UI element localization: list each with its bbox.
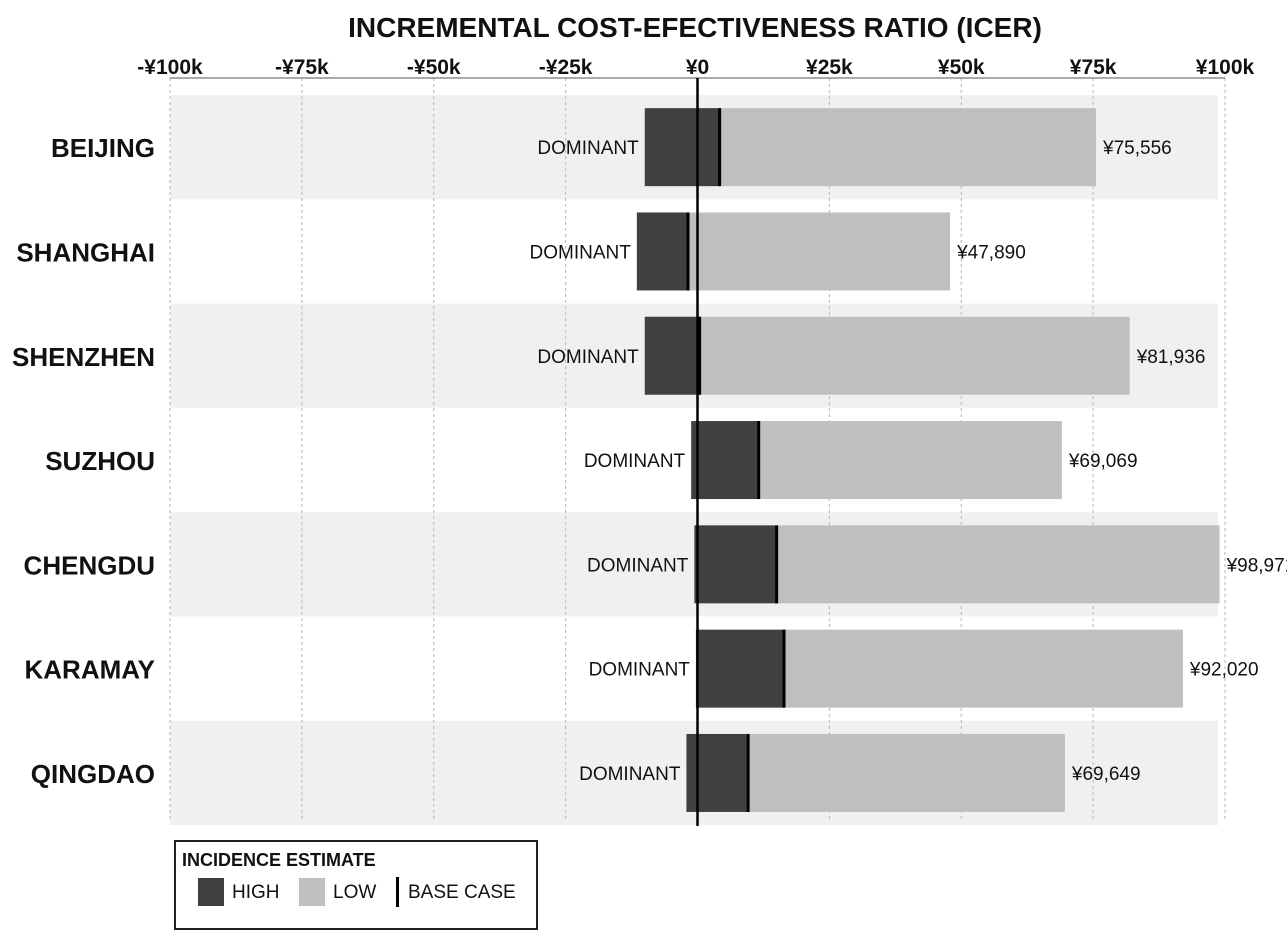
bar-low <box>758 421 1062 500</box>
x-tick-label: ¥50k <box>938 56 985 79</box>
bar-low <box>719 108 1097 187</box>
dominant-label: DOMINANT <box>587 555 689 576</box>
x-tick-label: ¥25k <box>806 56 853 79</box>
bar-low <box>776 525 1220 604</box>
category-label: CHENGDU <box>24 550 155 580</box>
bar-high <box>691 421 759 500</box>
legend-label-low: LOW <box>333 882 377 903</box>
icer-value-label: ¥81,936 <box>1136 347 1206 368</box>
category-label: QINGDAO <box>31 759 155 789</box>
x-tick-label: -¥50k <box>407 56 461 79</box>
dominant-label: DOMINANT <box>589 660 691 681</box>
x-tick-label: -¥100k <box>137 56 203 79</box>
x-tick-label: ¥100k <box>1196 56 1255 79</box>
legend-swatch-low <box>299 878 325 906</box>
dominant-label: DOMINANT <box>537 347 639 368</box>
legend-label-high: HIGH <box>232 882 280 903</box>
x-tick-label: ¥75k <box>1070 56 1117 79</box>
icer-value-label: ¥98,971 <box>1226 555 1287 576</box>
category-label: KARAMAY <box>25 655 156 685</box>
bar-high <box>644 316 700 395</box>
icer-value-label: ¥92,020 <box>1189 660 1259 681</box>
x-tick-label: ¥0 <box>686 56 709 79</box>
icer-value-label: ¥69,069 <box>1068 451 1138 472</box>
bar-high <box>636 212 689 291</box>
chart-title: INCREMENTAL COST-EFECTIVENESS RATIO (ICE… <box>348 12 1042 43</box>
bar-low <box>748 733 1065 812</box>
legend-label-base-case: BASE CASE <box>408 882 516 903</box>
legend-base-case-marker <box>396 877 399 907</box>
bar-low <box>699 316 1130 395</box>
dominant-label: DOMINANT <box>530 242 632 263</box>
legend-swatch-high <box>198 878 224 906</box>
bar-high <box>686 733 749 812</box>
icer-value-label: ¥75,556 <box>1102 138 1172 159</box>
dominant-label: DOMINANT <box>537 138 639 159</box>
bar-low <box>688 212 951 291</box>
dominant-label: DOMINANT <box>579 764 681 785</box>
category-label: SUZHOU <box>45 446 155 476</box>
category-label: SHENZHEN <box>12 342 155 372</box>
bar-high <box>695 629 785 708</box>
bar-low <box>784 629 1183 708</box>
icer-value-label: ¥69,649 <box>1071 764 1141 785</box>
category-label: SHANGHAI <box>16 237 155 267</box>
legend-title: INCIDENCE ESTIMATE <box>182 850 376 870</box>
legend: INCIDENCE ESTIMATE HIGH LOW BASE CASE <box>174 840 538 930</box>
x-tick-label: -¥25k <box>539 56 593 79</box>
dominant-label: DOMINANT <box>584 451 686 472</box>
bar-high <box>644 108 720 187</box>
bar-high <box>694 525 777 604</box>
icer-value-label: ¥47,890 <box>956 242 1026 263</box>
category-label: BEIJING <box>51 133 155 163</box>
x-tick-label: -¥75k <box>275 56 329 79</box>
